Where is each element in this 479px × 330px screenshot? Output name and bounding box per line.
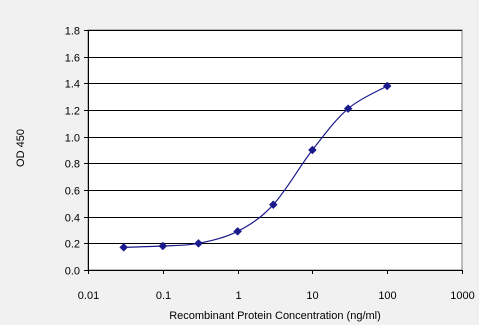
x-tick-label: 0.01 xyxy=(78,290,99,302)
y-tick-label: 0.6 xyxy=(65,186,80,198)
x-tick-label: 1 xyxy=(235,290,241,302)
y-tick-label: 1.6 xyxy=(65,53,80,65)
data-point xyxy=(233,226,242,236)
x-tick-label: 0.1 xyxy=(156,290,171,302)
x-tick-label: 10 xyxy=(306,290,318,302)
x-tick-label: 100 xyxy=(378,290,396,302)
data-point xyxy=(158,241,168,251)
y-tick-label: 1.2 xyxy=(65,106,80,118)
data-point xyxy=(308,145,317,155)
x-tick-labels: 0.01 0.1 1 10 100 1000 xyxy=(78,270,475,302)
y-tick-label: 0.2 xyxy=(65,239,80,251)
data-point xyxy=(382,81,392,91)
data-point xyxy=(268,200,278,210)
gridlines xyxy=(84,30,462,271)
y-tick-label: 1.4 xyxy=(65,79,80,91)
y-tick-label: 0.8 xyxy=(65,159,80,171)
data-point xyxy=(119,242,129,252)
y-tick-labels: 0.0 0.2 0.4 0.6 0.8 1.0 1.2 1.4 1.6 1.8 xyxy=(65,26,80,278)
data-point xyxy=(343,104,353,114)
x-tick-label: 1000 xyxy=(450,290,474,302)
y-tick-label: 1.0 xyxy=(65,133,80,145)
y-tick-label: 1.8 xyxy=(65,26,80,38)
y-axis-label: OD 450 xyxy=(15,129,27,167)
data-point xyxy=(194,238,203,248)
plot-area xyxy=(87,29,463,271)
data-points xyxy=(119,81,392,252)
y-tick-label: 0.0 xyxy=(65,266,80,278)
x-axis-label: Recombinant Protein Concentration (ng/ml… xyxy=(169,310,381,322)
y-tick-label: 0.4 xyxy=(65,213,80,225)
